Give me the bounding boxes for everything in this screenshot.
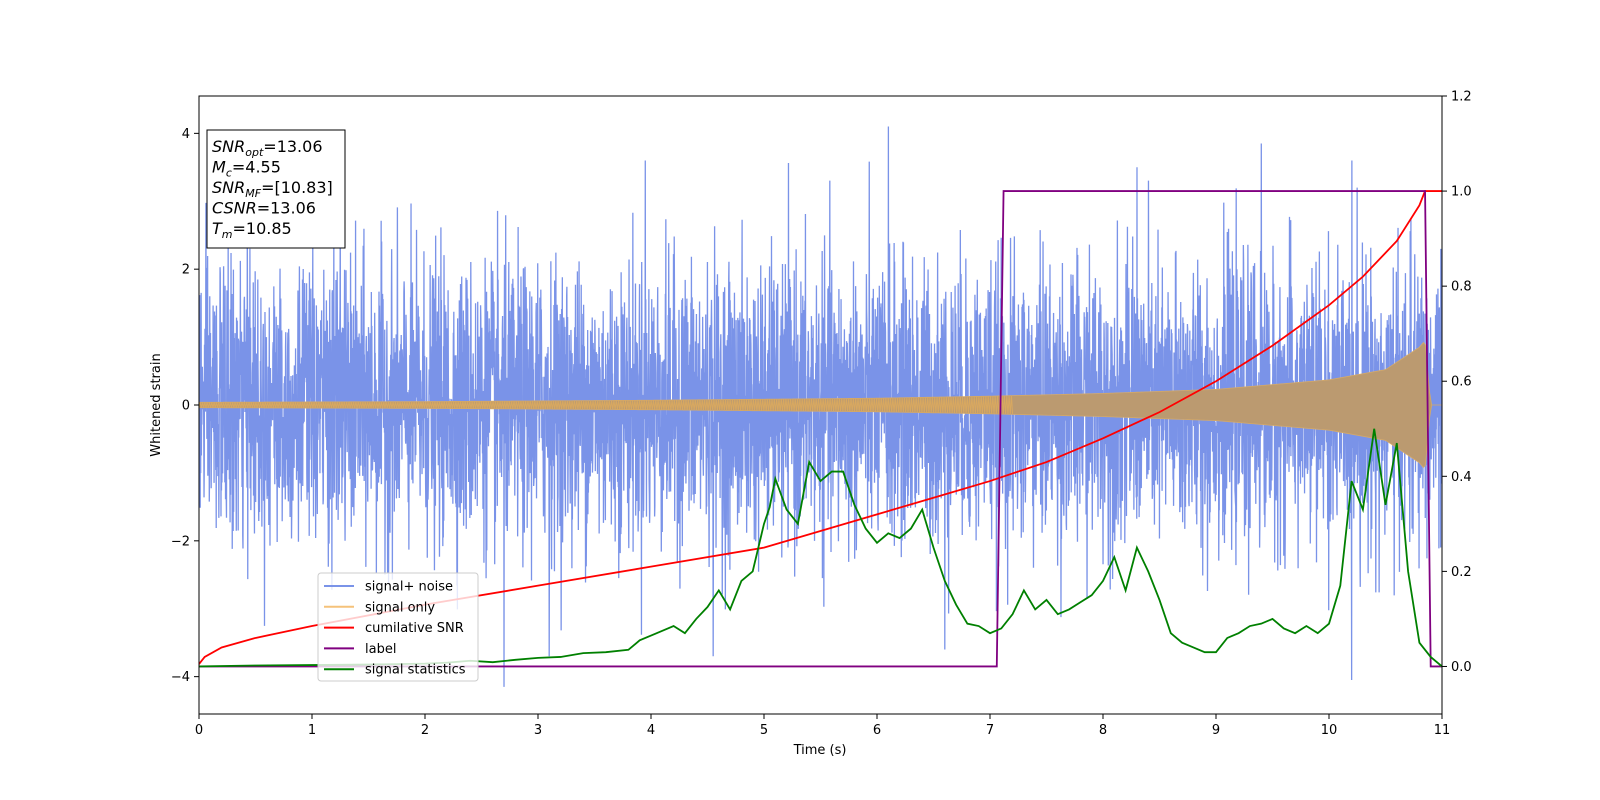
annotation-line: SNRMF=[10.83] — [212, 178, 333, 200]
x-axis-label: Time (s) — [793, 743, 847, 758]
annotation-line: SNRopt=13.06 — [212, 137, 323, 159]
x-tick-label: 1 — [308, 723, 316, 738]
x-tick-label: 9 — [1212, 723, 1220, 738]
signal-noise-line — [199, 126, 1442, 687]
y-tick-label: −2 — [171, 534, 190, 549]
axes: 0 1 2 3 4 5 6 7 8 9 10 11 −4 −2 0 2 4 0.0 0.2 0.4 0.6 0.8 1.0 1… — [171, 90, 1472, 739]
series-signal-statistics-line — [199, 428, 1442, 668]
y-tick-label: 4 — [182, 127, 190, 142]
legend-label: cumilative SNR — [365, 621, 464, 636]
x-tick-label: 2 — [421, 723, 429, 738]
annotation-line: Mc=4.55 — [212, 158, 281, 180]
legend: signal+ noise signal only cumilative SNR la… — [317, 572, 479, 682]
y-tick-label: 2 — [182, 263, 190, 278]
y-tick-label: 0 — [182, 399, 190, 414]
y2-tick-label: 0.6 — [1451, 375, 1472, 390]
y2-tick-label: 0.0 — [1451, 660, 1472, 675]
x-tick-label: 3 — [534, 723, 542, 738]
x-tick-label: 4 — [647, 723, 655, 738]
x-tick-label: 8 — [1099, 723, 1107, 738]
y2-tick-label: 1.2 — [1451, 90, 1472, 105]
signal-only-line — [199, 395, 1014, 415]
x-tick-label: 0 — [195, 723, 203, 738]
y2-tick-label: 0.8 — [1451, 280, 1472, 295]
x-tick-label: 11 — [1434, 723, 1451, 738]
annotation-line: CSNR=13.06 — [212, 199, 316, 218]
x-tick-label: 10 — [1321, 723, 1338, 738]
series-label-line — [199, 190, 1442, 668]
legend-label: signal+ noise — [365, 580, 453, 595]
y2-tick-label: 0.2 — [1451, 565, 1472, 580]
plot-area — [199, 126, 1442, 687]
y2-tick-label: 1.0 — [1451, 185, 1472, 200]
y2-tick-label: 0.4 — [1451, 470, 1472, 485]
x-tick-label: 5 — [760, 723, 768, 738]
series-signal-only — [199, 341, 1442, 469]
series-signal-noise — [199, 126, 1442, 687]
legend-label: label — [365, 642, 396, 657]
y-axis-label: Whitened strain — [149, 353, 164, 456]
annotation-line: Tm=10.85 — [212, 219, 292, 241]
x-tick-label: 7 — [986, 723, 994, 738]
annotation-box: SNRopt=13.06Mc=4.55SNRMF=[10.83]CSNR=13.… — [206, 129, 346, 249]
legend-label: signal statistics — [365, 663, 466, 678]
x-tick-label: 6 — [873, 723, 881, 738]
series-cumulative-snr-line — [199, 190, 1442, 665]
y-tick-label: −4 — [171, 670, 190, 685]
legend-label: signal only — [365, 600, 435, 615]
